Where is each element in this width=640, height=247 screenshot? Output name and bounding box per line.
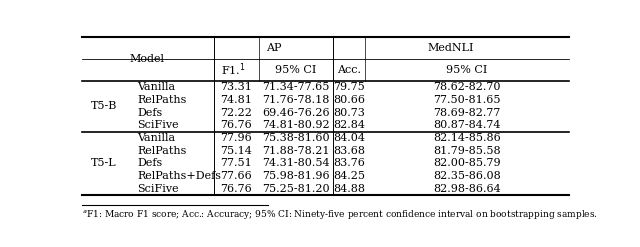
Text: $^a$F1: Macro F1 score; Acc.: Accuracy; 95% CI: Ninety-five percent confidence i: $^a$F1: Macro F1 score; Acc.: Accuracy; …	[83, 208, 598, 222]
Text: 69.46-76.26: 69.46-76.26	[262, 108, 330, 118]
Text: 84.04: 84.04	[333, 133, 365, 143]
Text: 76.76: 76.76	[220, 184, 252, 194]
Text: 84.88: 84.88	[333, 184, 365, 194]
Text: Model: Model	[129, 54, 164, 64]
Text: 83.68: 83.68	[333, 146, 365, 156]
Text: RelPaths+Defs: RelPaths+Defs	[137, 171, 221, 181]
Text: 83.76: 83.76	[333, 158, 365, 168]
Text: 75.14: 75.14	[220, 146, 252, 156]
Text: 80.73: 80.73	[333, 108, 365, 118]
Text: SciFive: SciFive	[137, 184, 179, 194]
Text: Vanilla: Vanilla	[137, 82, 175, 92]
Text: RelPaths: RelPaths	[137, 146, 186, 156]
Text: 82.98-86.64: 82.98-86.64	[433, 184, 500, 194]
Text: 82.84: 82.84	[333, 120, 365, 130]
Text: 78.62-82.70: 78.62-82.70	[433, 82, 500, 92]
Text: 78.69-82.77: 78.69-82.77	[433, 108, 500, 118]
Text: AP: AP	[266, 43, 281, 53]
Text: 74.31-80.54: 74.31-80.54	[262, 158, 330, 168]
Text: 79.75: 79.75	[333, 82, 365, 92]
Text: Acc.: Acc.	[337, 65, 361, 75]
Text: Defs: Defs	[137, 108, 163, 118]
Text: 82.00-85.79: 82.00-85.79	[433, 158, 500, 168]
Text: 82.35-86.08: 82.35-86.08	[433, 171, 500, 181]
Text: 84.25: 84.25	[333, 171, 365, 181]
Text: 75.38-81.60: 75.38-81.60	[262, 133, 330, 143]
Text: 73.31: 73.31	[220, 82, 252, 92]
Text: SciFive: SciFive	[137, 120, 179, 130]
Text: 77.66: 77.66	[220, 171, 252, 181]
Text: 71.34-77.65: 71.34-77.65	[262, 82, 330, 92]
Text: 71.76-78.18: 71.76-78.18	[262, 95, 330, 105]
Text: 76.76: 76.76	[220, 120, 252, 130]
Text: 77.51: 77.51	[220, 158, 252, 168]
Text: T5-L: T5-L	[91, 158, 116, 168]
Text: T5-B: T5-B	[91, 101, 117, 111]
Text: 82.14-85.86: 82.14-85.86	[433, 133, 500, 143]
Text: F1.$^1$: F1.$^1$	[221, 62, 246, 78]
Text: 71.88-78.21: 71.88-78.21	[262, 146, 330, 156]
Text: MedNLI: MedNLI	[428, 43, 474, 53]
Text: 75.98-81.96: 75.98-81.96	[262, 171, 330, 181]
Text: 80.87-84.74: 80.87-84.74	[433, 120, 500, 130]
Text: Defs: Defs	[137, 158, 163, 168]
Text: 75.25-81.20: 75.25-81.20	[262, 184, 330, 194]
Text: 77.96: 77.96	[220, 133, 252, 143]
Text: 74.81-80.92: 74.81-80.92	[262, 120, 330, 130]
Text: 95% CI: 95% CI	[446, 65, 488, 75]
Text: RelPaths: RelPaths	[137, 95, 186, 105]
Text: 77.50-81.65: 77.50-81.65	[433, 95, 500, 105]
Text: 95% CI: 95% CI	[275, 65, 316, 75]
Text: 80.66: 80.66	[333, 95, 365, 105]
Text: 81.79-85.58: 81.79-85.58	[433, 146, 500, 156]
Text: 74.81: 74.81	[220, 95, 252, 105]
Text: 72.22: 72.22	[220, 108, 252, 118]
Text: Vanilla: Vanilla	[137, 133, 175, 143]
